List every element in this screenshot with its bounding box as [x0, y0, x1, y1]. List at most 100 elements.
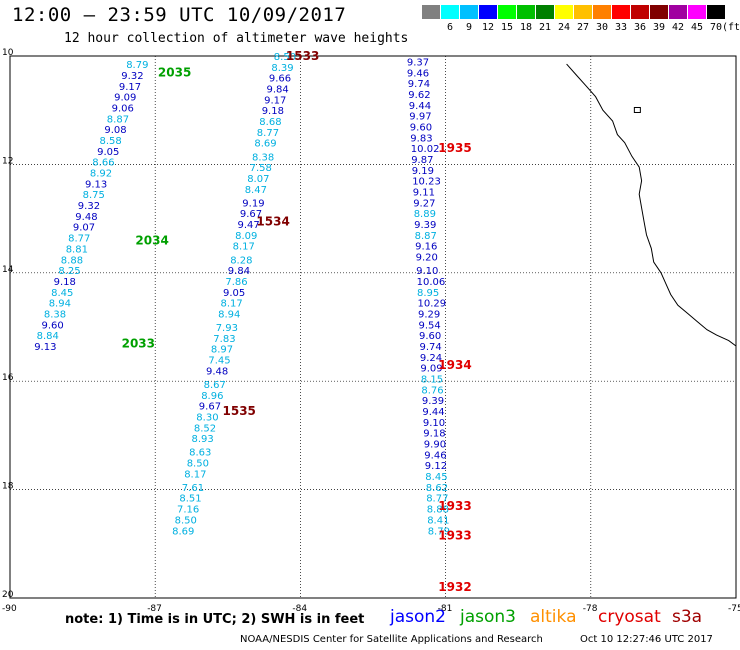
wave-height-value: 10.06: [417, 277, 446, 288]
wave-height-value: 7.58: [250, 163, 272, 174]
wave-height-value: 9.84: [267, 85, 289, 96]
wave-height-value: 9.54: [419, 320, 441, 331]
legend-swatch: [669, 5, 687, 19]
wave-height-value: 9.66: [269, 74, 291, 85]
pass-time-label: 1934: [438, 358, 471, 372]
island-shape: [633, 106, 641, 113]
wave-height-value: 10.02: [411, 144, 440, 155]
wave-height-value: 7.61: [182, 483, 204, 494]
lon-tick-label: -84: [292, 604, 307, 614]
wave-height-value: 7.45: [208, 356, 230, 367]
wave-height-value: 9.60: [419, 331, 441, 342]
legend-level: 24: [557, 22, 571, 33]
legend-swatch: [479, 5, 497, 19]
wave-height-value: 10.23: [412, 177, 441, 188]
wave-height-value: 9.08: [104, 125, 126, 136]
legend-level: 27: [576, 22, 590, 33]
wave-height-value: 8.88: [427, 505, 449, 516]
legend-level: 18: [519, 22, 533, 33]
wave-height-value: 9.18: [54, 277, 76, 288]
wave-height-value: 8.69: [254, 139, 276, 150]
legend-level: 45: [690, 22, 704, 33]
wave-height-value: 8.66: [92, 158, 114, 169]
pass-time-label: 1533: [286, 49, 319, 63]
wave-height-value: 8.41: [427, 515, 449, 526]
axis-ticks: 10 12 14 16 18 20 -90 -87 -84 -81 -78 -75: [2, 48, 740, 614]
wave-height-value: 8.28: [230, 255, 252, 266]
pass-time-label: 2033: [122, 336, 155, 350]
lon-tick-label: -75: [728, 604, 740, 614]
wave-height-value: 9.10: [416, 266, 438, 277]
legend-level: 30: [595, 22, 609, 33]
wave-height-value: 9.39: [414, 220, 436, 231]
wave-height-value: 8.50: [187, 459, 209, 470]
wave-height-value: 8.39: [271, 63, 293, 74]
wave-height-value: 8.45: [425, 472, 447, 483]
legend-level: 21: [538, 22, 552, 33]
pass-time-label: 1935: [438, 141, 471, 155]
wave-height-value: 9.17: [264, 95, 286, 106]
pass-time-label: 1534: [256, 214, 289, 228]
wave-height-value: 9.06: [112, 104, 134, 115]
wave-height-value: 9.74: [420, 342, 442, 353]
wave-height-value: 8.50: [274, 52, 296, 63]
wave-height-value: 9.97: [409, 112, 431, 123]
satellite-label-cryosat: cryosat: [598, 607, 661, 627]
wave-height-value: 8.25: [58, 266, 80, 277]
wave-height-value: 7.93: [216, 323, 238, 334]
graticule: [10, 56, 736, 598]
pass-time-label: 2034: [135, 233, 168, 247]
wave-height-value: 8.79: [126, 60, 148, 71]
wave-height-value: 8.92: [90, 169, 112, 180]
wave-height-value: 8.45: [51, 288, 73, 299]
lon-tick-label: -90: [2, 604, 17, 614]
pass-time-label: 1933: [438, 499, 471, 513]
generated-timestamp: Oct 10 12:27:46 UTC 2017: [580, 634, 713, 645]
satellite-label-altika: altika: [530, 607, 577, 627]
wave-height-value: 9.83: [410, 133, 432, 144]
wave-height-value: 8.47: [245, 185, 267, 196]
wave-height-value: 9.12: [425, 461, 447, 472]
wave-height-value: 9.20: [416, 253, 438, 264]
wave-height-value: 9.09: [114, 93, 136, 104]
wave-height-value: 9.90: [424, 440, 446, 451]
wave-height-value: 9.17: [119, 82, 141, 93]
legend-swatch: [536, 5, 554, 19]
lat-tick-label: 20: [2, 590, 14, 600]
legend-swatch: [574, 5, 592, 19]
credit-line: NOAA/NESDIS Center for Satellite Applica…: [240, 634, 543, 645]
wave-height-value: 8.87: [107, 114, 129, 125]
wave-height-value: 8.89: [414, 209, 436, 220]
wave-height-value: 9.32: [121, 71, 143, 82]
wave-height-value: 8.69: [172, 526, 194, 537]
legend-level: 70: [709, 22, 723, 33]
wave-height-value: 8.81: [66, 244, 88, 255]
wave-height-value: 7.86: [225, 277, 247, 288]
legend-unit: (ft): [722, 22, 740, 33]
wave-height-value: 9.84: [228, 266, 250, 277]
wave-height-value: 10.29: [418, 299, 447, 310]
wave-height-value: 8.87: [415, 231, 437, 242]
wave-height-value: 8.77: [68, 234, 90, 245]
legend-level: 15: [500, 22, 514, 33]
legend-level: 6: [446, 22, 454, 33]
pass-time-label: 1932: [438, 580, 471, 594]
wave-height-value: 9.24: [420, 353, 442, 364]
wave-height-value: 8.77: [257, 128, 279, 139]
wave-height-value: 7.16: [177, 505, 199, 516]
wave-height-value: 8.67: [204, 380, 226, 391]
wave-height-value: 8.38: [44, 309, 66, 320]
wave-height-value: 9.48: [75, 212, 97, 223]
chart-subtitle: 12 hour collection of altimeter wave hei…: [64, 31, 409, 46]
wave-height-value: 8.75: [83, 190, 105, 201]
wave-height-value: 8.96: [201, 391, 223, 402]
wave-height-value: 9.67: [240, 209, 262, 220]
legend-swatch: [422, 5, 440, 19]
wave-height-value: 9.18: [262, 106, 284, 117]
wave-height-value: 8.63: [189, 448, 211, 459]
satellite-label-jason3: jason3: [460, 607, 516, 627]
coastline: [566, 63, 737, 347]
wave-height-value: 9.87: [411, 155, 433, 166]
wave-height-value: 9.05: [97, 147, 119, 158]
legend-swatch: [555, 5, 573, 19]
